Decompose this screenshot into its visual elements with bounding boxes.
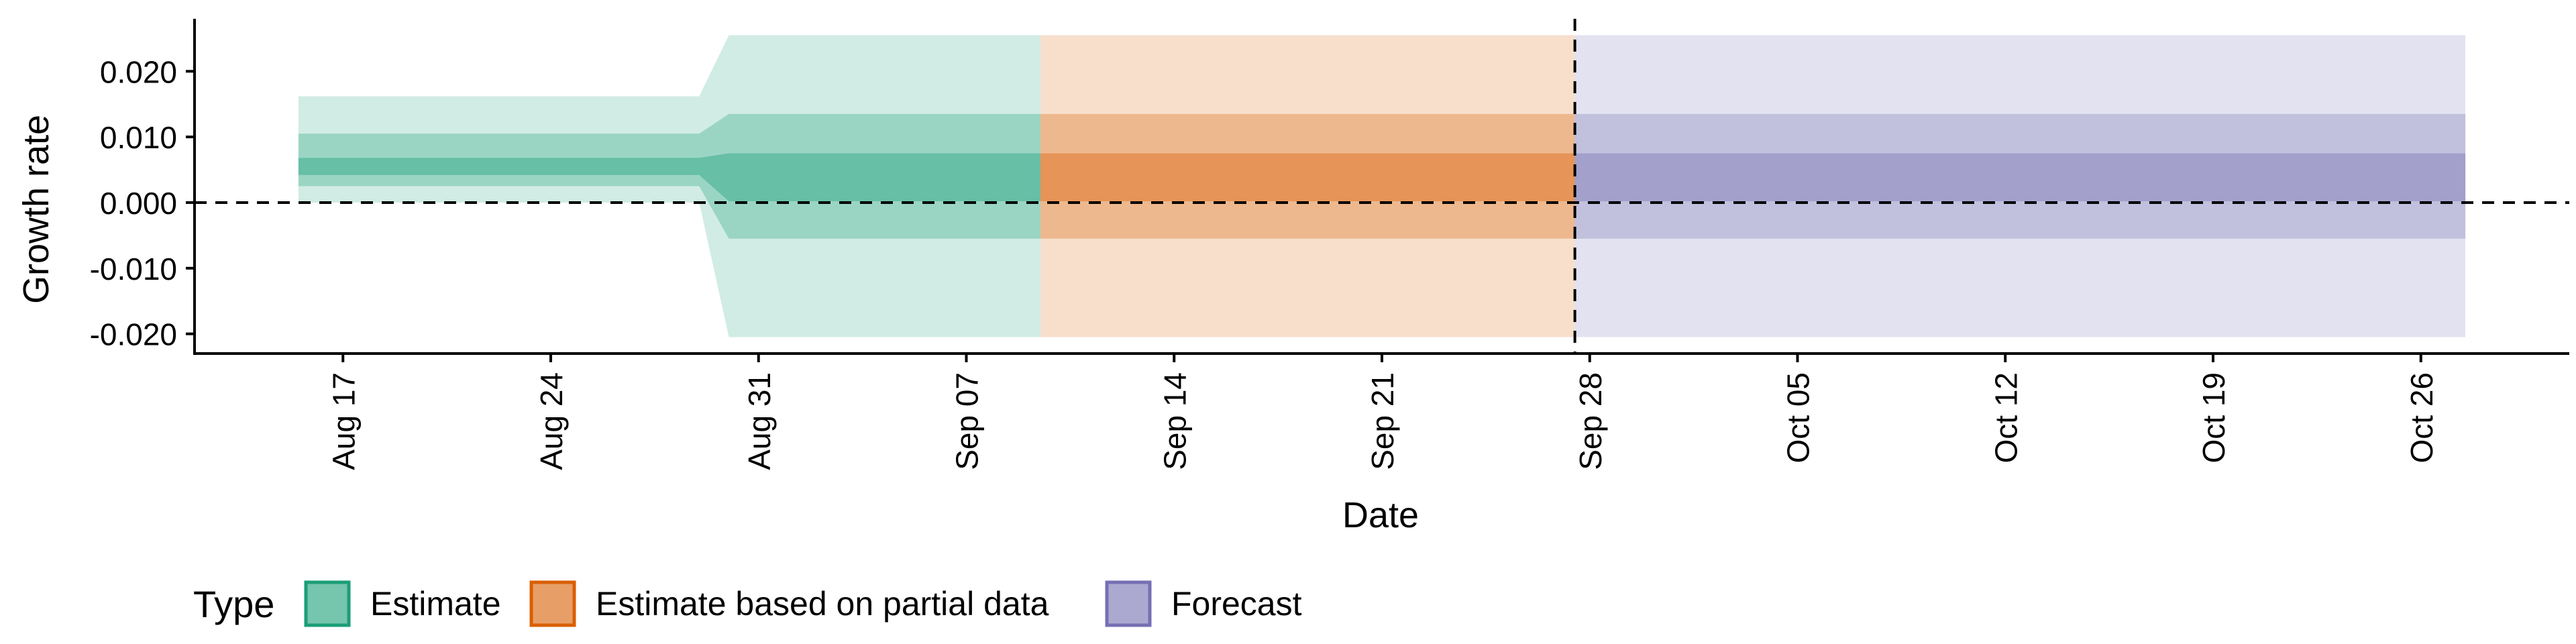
x-tick-label: Oct 19 — [2196, 372, 2231, 464]
legend-items: Estimate Estimate based on partial data Fo… — [304, 580, 1302, 627]
x-axis-title: Date — [1342, 495, 1419, 535]
x-tick-label: Oct 12 — [1988, 372, 2023, 464]
x-axis-ticks: Aug 17 Aug 24 Aug 31 Sep 07 Sep 14 Sep 21 Sep … — [326, 354, 2439, 470]
x-tick-label: Sep 28 — [1573, 372, 1608, 470]
legend-item: Estimate — [304, 580, 501, 627]
y-tick-label: -0.020 — [90, 317, 177, 352]
legend: Type Estimate Estimate based on partial d… — [193, 580, 1302, 627]
band-forecast-1 — [1574, 35, 2466, 337]
x-tick-label: Sep 21 — [1365, 372, 1400, 470]
y-tick-label: -0.010 — [90, 252, 177, 286]
x-tick-label: Aug 31 — [742, 372, 777, 470]
y-axis-title: Growth rate — [16, 115, 56, 304]
legend-label: Estimate based on partial data — [596, 585, 1049, 623]
x-tick-label: Sep 14 — [1157, 372, 1192, 470]
legend-swatch — [1105, 580, 1152, 627]
band-estimate-2 — [298, 113, 1041, 239]
y-axis-ticks: -0.020 -0.010 0.000 0.010 0.020 — [90, 54, 195, 352]
legend-item: Estimate based on partial data — [529, 580, 1049, 627]
legend-swatch — [304, 580, 351, 627]
legend-label: Forecast — [1171, 585, 1302, 623]
x-tick-label: Sep 07 — [950, 372, 985, 470]
ribbon-bands — [298, 35, 2466, 337]
band-estimate-based-on-partial-data-1 — [1040, 35, 1575, 337]
band-estimate-based-on-partial-data-2 — [1040, 113, 1575, 239]
x-tick-label: Aug 17 — [326, 372, 361, 470]
y-tick-label: 0.020 — [100, 54, 177, 89]
band-forecast-2 — [1574, 113, 2466, 239]
y-tick-label: 0.010 — [100, 120, 177, 155]
x-tick-label: Oct 05 — [1781, 372, 1816, 464]
legend-title: Type — [193, 583, 274, 625]
x-tick-label: Aug 24 — [534, 372, 569, 470]
y-tick-label: 0.000 — [100, 186, 177, 221]
legend-label: Estimate — [370, 585, 501, 623]
band-estimate-1 — [298, 35, 1041, 337]
legend-swatch — [529, 580, 576, 627]
legend-item: Forecast — [1105, 580, 1302, 627]
band-forecast-3 — [1574, 153, 2466, 201]
band-estimate-3 — [298, 153, 1041, 201]
x-tick-label: Oct 26 — [2404, 372, 2439, 464]
band-estimate-based-on-partial-data-3 — [1040, 153, 1575, 201]
